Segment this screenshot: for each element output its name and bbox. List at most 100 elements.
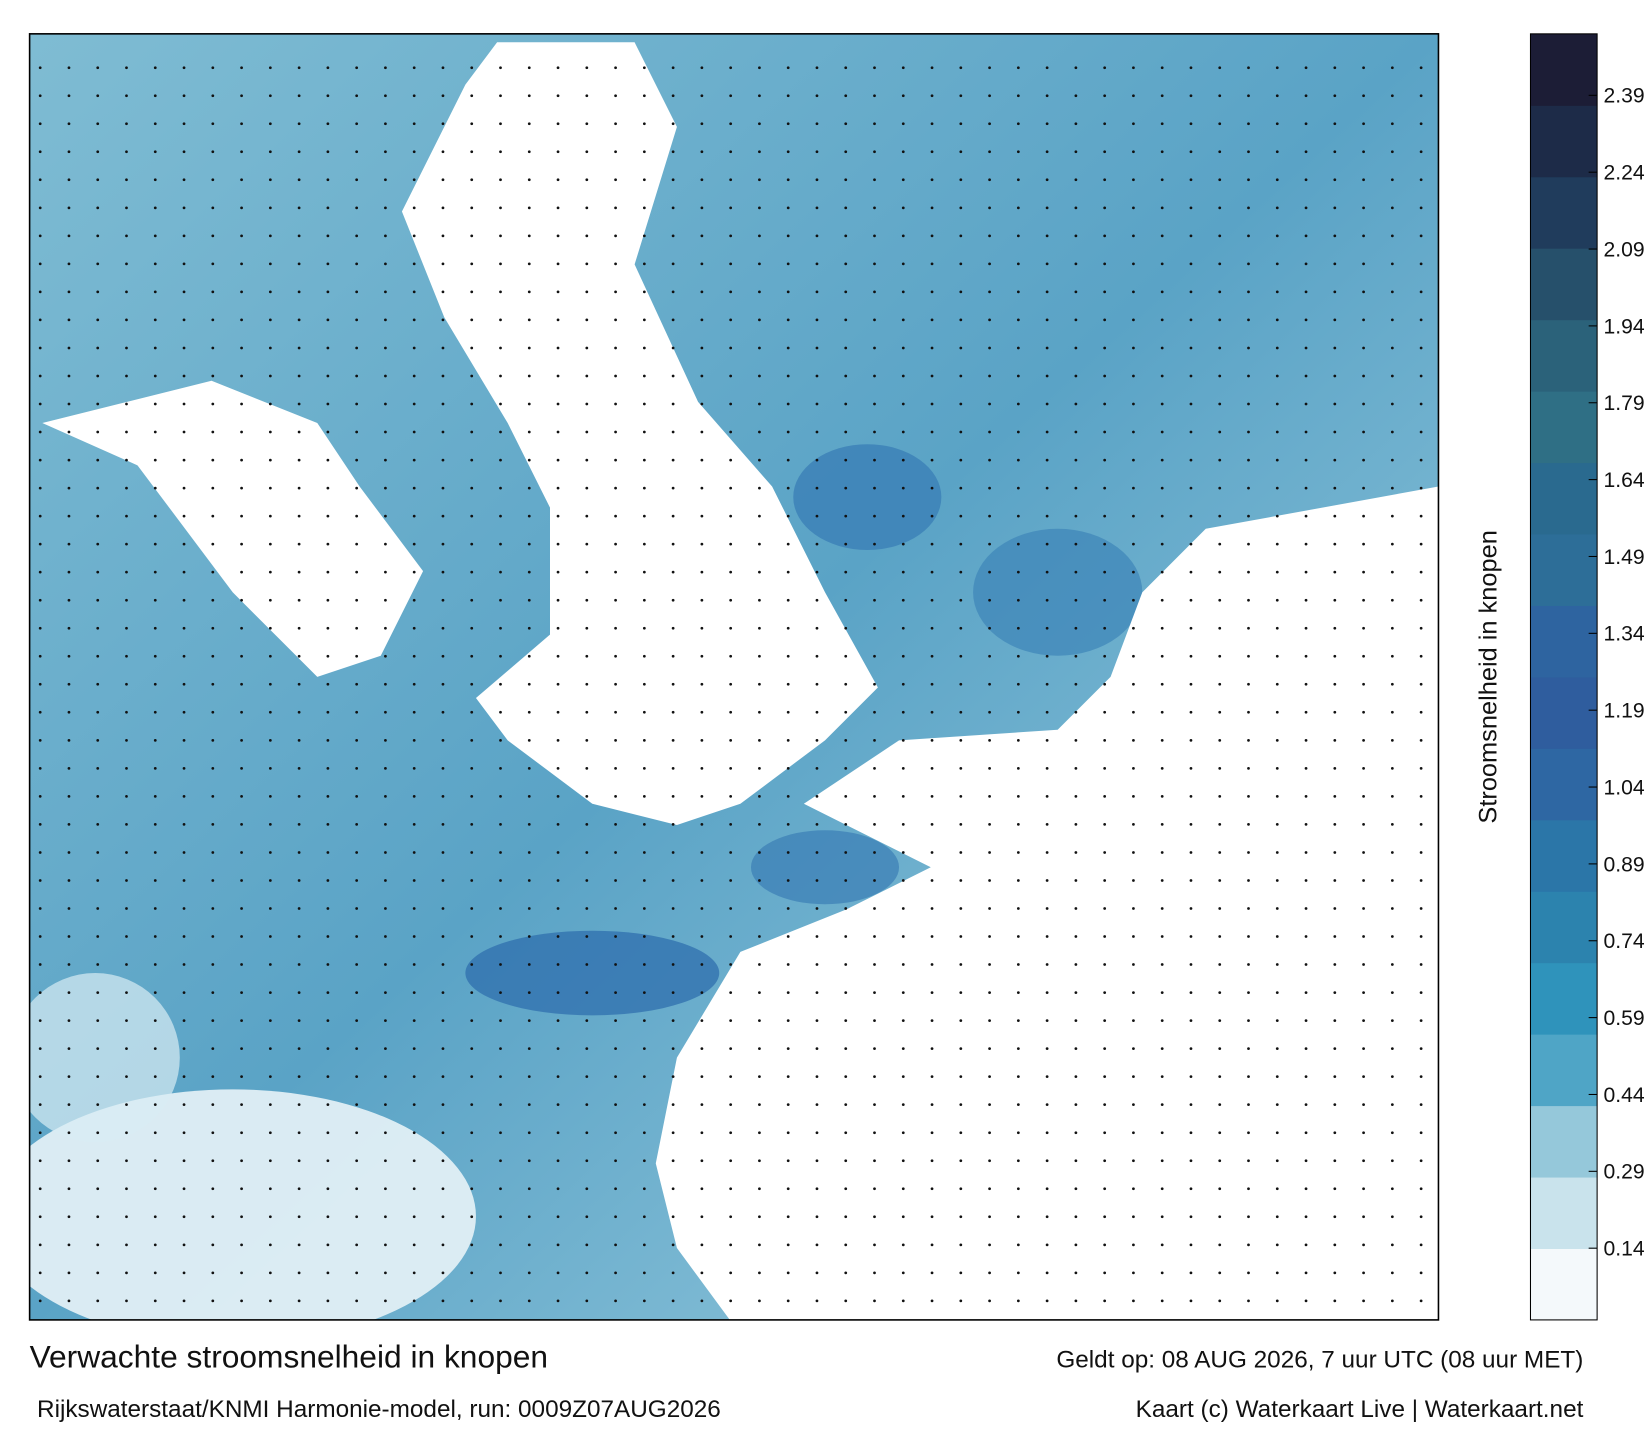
grid-dot [1160,1215,1164,1219]
grid-dot [758,542,761,546]
grid-dot [815,1131,819,1135]
grid-dot [614,1271,617,1275]
grid-dot [873,514,876,518]
grid-dot [38,879,42,882]
grid-dot [1016,1103,1020,1107]
grid-dot [1103,766,1107,770]
grid-dot [1218,682,1222,686]
grid-dot [1218,1019,1222,1022]
grid-dot [1016,654,1020,658]
grid-dot [1189,150,1193,154]
grid-dot [901,1215,905,1219]
grid-dot [642,851,646,854]
grid-dot [671,851,675,854]
grid-dot [844,935,848,938]
grid-dot [1390,1243,1394,1247]
grid-dot [729,150,733,154]
grid-dot [1362,94,1365,98]
grid-dot [1247,1299,1250,1303]
grid-dot [1218,458,1222,462]
grid-dot [441,514,445,518]
grid-dot [642,318,646,322]
grid-dot [1218,710,1222,714]
grid-dot [441,290,445,294]
grid-dot [901,710,905,714]
grid-dot [671,206,675,210]
grid-dot [67,907,71,910]
grid-dot [211,234,215,238]
grid-dot [1189,346,1193,350]
grid-dot [38,206,42,210]
grid-dot [499,1131,502,1135]
grid-dot [1247,1271,1250,1275]
grid-dot [1362,150,1365,154]
grid-dot [182,430,186,434]
grid-dot [930,963,934,966]
grid-dot [240,234,243,238]
grid-dot [153,1159,157,1163]
grid-dot [873,738,876,742]
grid-dot [125,234,128,238]
grid-dot [67,234,71,238]
grid-dot [1045,94,1049,98]
grid-dot [1132,823,1135,826]
grid-dot [700,682,704,686]
grid-dot [1074,290,1078,294]
map-title: Verwachte stroomsnelheid in knopen [30,1339,548,1375]
grid-dot [1045,374,1049,378]
grid-dot [441,94,445,98]
grid-dot [1218,1075,1222,1079]
grid-dot [700,262,704,266]
grid-dot [1160,374,1164,378]
grid-dot [355,795,359,798]
grid-dot [499,851,502,854]
grid-dot [1333,290,1337,294]
grid-dot [1132,346,1135,350]
grid-dot [1304,402,1308,406]
grid-dot [211,710,215,714]
grid-dot [326,1103,330,1107]
grid-dot [153,795,157,798]
grid-dot [1074,514,1078,518]
grid-dot [1362,486,1365,490]
grid-dot [1247,234,1250,238]
grid-dot [211,66,215,70]
grid-dot [901,963,905,966]
grid-dot [758,851,761,854]
grid-dot [959,1047,963,1051]
grid-dot [499,879,502,882]
grid-dot [1045,430,1049,434]
grid-dot [268,402,272,406]
grid-dot [1074,907,1078,910]
grid-dot [815,66,819,70]
grid-dot [671,234,675,238]
grid-dot [556,66,560,70]
grid-dot [671,991,675,994]
grid-dot [901,598,905,602]
grid-dot [786,1019,790,1022]
grid-dot [96,570,100,574]
grid-dot [1419,178,1423,182]
grid-dot [1362,514,1365,518]
grid-dot [1304,1299,1308,1303]
grid-dot [240,851,243,854]
grid-dot [355,374,359,378]
grid-dot [125,738,128,742]
grid-dot [268,430,272,434]
grid-dot [844,374,848,378]
grid-dot [1132,234,1135,238]
grid-dot [671,879,675,882]
grid-dot [844,626,848,630]
grid-dot [211,1047,215,1051]
grid-dot [614,963,617,966]
grid-dot [384,626,387,630]
grid-dot [1247,1131,1250,1135]
grid-dot [815,122,819,126]
grid-dot [268,374,272,378]
grid-dot [38,430,42,434]
grid-dot [1016,823,1020,826]
grid-dot [153,346,157,350]
grid-dot [671,907,675,910]
grid-dot [412,122,416,126]
colorbar-tick-label: 1.94 [1603,315,1644,338]
